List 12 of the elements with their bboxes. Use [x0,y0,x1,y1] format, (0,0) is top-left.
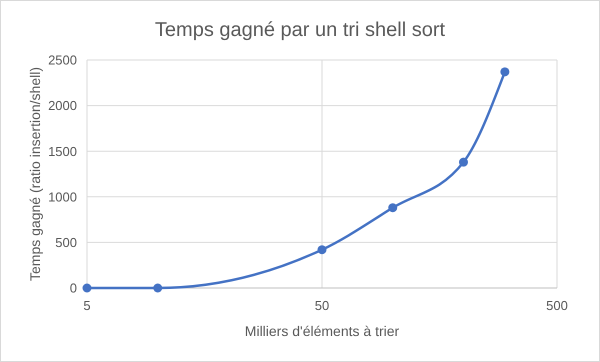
y-axis-title: Temps gagné (ratio insertion/shell) [27,67,43,281]
x-tick-label: 500 [546,298,568,313]
x-tick-label: 50 [314,298,330,313]
y-tick-label: 1000 [48,189,77,204]
x-tick-label: 5 [83,298,91,313]
y-tick-label: 0 [70,280,77,296]
y-tick-label: 1500 [48,144,77,159]
chart-title: Temps gagné par un tri shell sort [154,19,446,41]
y-tick-label: 2000 [48,98,77,114]
x-axis-title: Milliers d'éléments à trier [244,323,400,339]
y-tick-label: 500 [55,234,77,250]
y-tick-label: 2500 [48,52,77,68]
